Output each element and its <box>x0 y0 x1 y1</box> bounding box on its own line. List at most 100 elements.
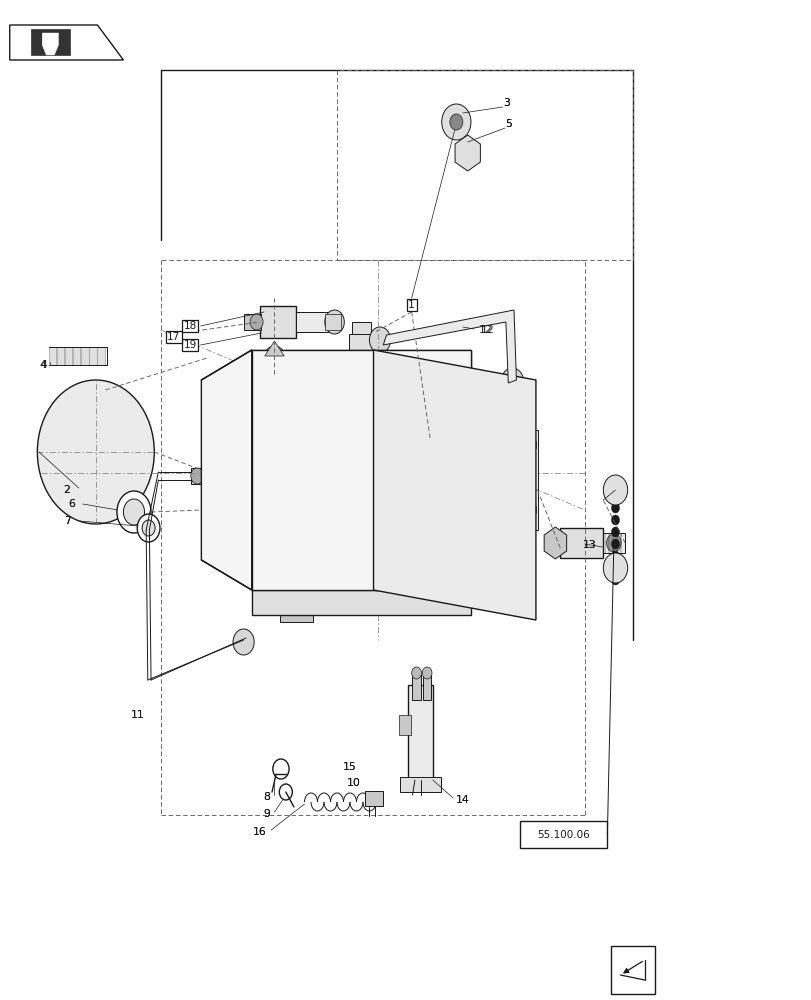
Text: 5: 5 <box>505 119 512 129</box>
Text: 4: 4 <box>40 360 46 370</box>
Text: 2: 2 <box>63 485 70 495</box>
Bar <box>351 322 371 334</box>
Bar <box>296 312 328 332</box>
Bar <box>57 347 64 365</box>
Circle shape <box>207 527 228 553</box>
Text: 7: 7 <box>64 516 71 526</box>
Circle shape <box>307 601 317 613</box>
Bar <box>31 29 70 55</box>
Polygon shape <box>251 590 470 615</box>
Text: 2: 2 <box>63 485 70 495</box>
Circle shape <box>611 527 619 537</box>
Circle shape <box>250 314 263 330</box>
Text: 16: 16 <box>253 827 266 837</box>
Text: 3: 3 <box>503 98 509 108</box>
Text: 9: 9 <box>263 809 269 819</box>
Text: 3: 3 <box>503 98 509 108</box>
Bar <box>349 334 373 352</box>
Circle shape <box>611 503 619 513</box>
Text: 15: 15 <box>342 762 355 772</box>
Bar <box>400 777 440 792</box>
Circle shape <box>369 327 390 353</box>
Polygon shape <box>10 25 123 60</box>
Circle shape <box>142 520 155 536</box>
Circle shape <box>123 499 144 525</box>
Text: 1: 1 <box>408 300 414 310</box>
Bar <box>365 791 383 806</box>
Polygon shape <box>373 350 535 620</box>
Circle shape <box>263 346 285 374</box>
Polygon shape <box>201 350 251 590</box>
Bar <box>97 347 105 365</box>
Text: 6: 6 <box>68 499 75 509</box>
Polygon shape <box>454 135 480 171</box>
Circle shape <box>470 435 487 455</box>
Circle shape <box>611 491 619 501</box>
Bar <box>324 314 341 330</box>
Text: 5: 5 <box>505 119 512 129</box>
Bar <box>519 430 537 530</box>
Text: 10: 10 <box>345 778 360 788</box>
Circle shape <box>441 104 470 140</box>
Circle shape <box>292 460 308 480</box>
Bar <box>191 468 204 484</box>
Bar <box>503 378 521 394</box>
Text: 4: 4 <box>41 360 47 370</box>
Circle shape <box>324 601 333 613</box>
Circle shape <box>611 551 619 561</box>
Bar <box>560 528 602 558</box>
Text: 8: 8 <box>263 792 269 802</box>
Circle shape <box>611 539 619 549</box>
Circle shape <box>611 515 619 525</box>
Polygon shape <box>264 341 284 356</box>
Text: 19: 19 <box>183 340 196 350</box>
Circle shape <box>611 479 619 489</box>
Circle shape <box>340 601 350 613</box>
Polygon shape <box>383 310 516 383</box>
Circle shape <box>37 380 154 524</box>
Circle shape <box>456 452 485 488</box>
Circle shape <box>277 442 323 498</box>
Circle shape <box>231 397 247 417</box>
Circle shape <box>411 667 421 679</box>
Circle shape <box>223 375 377 565</box>
Text: 14: 14 <box>456 795 469 805</box>
Text: 55.100.06: 55.100.06 <box>537 830 589 840</box>
Text: 16: 16 <box>253 827 266 837</box>
Text: 18: 18 <box>183 321 196 331</box>
Text: 14: 14 <box>456 795 469 805</box>
Bar <box>408 685 432 780</box>
Polygon shape <box>251 350 470 375</box>
Circle shape <box>231 535 247 555</box>
Text: 6: 6 <box>68 499 75 509</box>
Circle shape <box>520 435 536 455</box>
Circle shape <box>419 482 448 518</box>
Circle shape <box>356 601 366 613</box>
Text: 13: 13 <box>582 540 595 550</box>
Circle shape <box>291 601 301 613</box>
Circle shape <box>449 114 462 130</box>
Circle shape <box>459 143 475 163</box>
Circle shape <box>324 310 344 334</box>
Text: 7: 7 <box>64 516 71 526</box>
Circle shape <box>603 475 627 505</box>
Circle shape <box>137 514 160 542</box>
Circle shape <box>611 563 619 573</box>
Text: 17: 17 <box>167 332 180 342</box>
Circle shape <box>191 468 204 484</box>
Bar <box>610 946 654 994</box>
Polygon shape <box>543 527 566 559</box>
Bar <box>519 821 607 848</box>
Bar <box>81 347 88 365</box>
Circle shape <box>373 375 527 565</box>
Circle shape <box>454 490 478 520</box>
Text: 9: 9 <box>263 809 269 819</box>
Text: 12: 12 <box>480 325 493 335</box>
Bar <box>243 314 261 330</box>
Circle shape <box>422 667 431 679</box>
Polygon shape <box>42 33 58 55</box>
Bar <box>73 347 80 365</box>
Bar <box>49 347 56 365</box>
Bar <box>423 675 431 700</box>
Text: 13: 13 <box>582 540 595 550</box>
